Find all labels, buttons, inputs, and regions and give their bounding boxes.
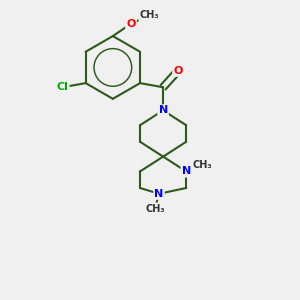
Text: N: N — [154, 189, 164, 199]
Text: O: O — [126, 19, 136, 29]
Text: CH₃: CH₃ — [140, 11, 159, 20]
Text: Cl: Cl — [57, 82, 68, 92]
Text: N: N — [158, 105, 168, 116]
Text: N: N — [182, 167, 191, 176]
Text: CH₃: CH₃ — [193, 160, 213, 170]
Text: O: O — [173, 66, 183, 76]
Text: CH₃: CH₃ — [145, 204, 165, 214]
